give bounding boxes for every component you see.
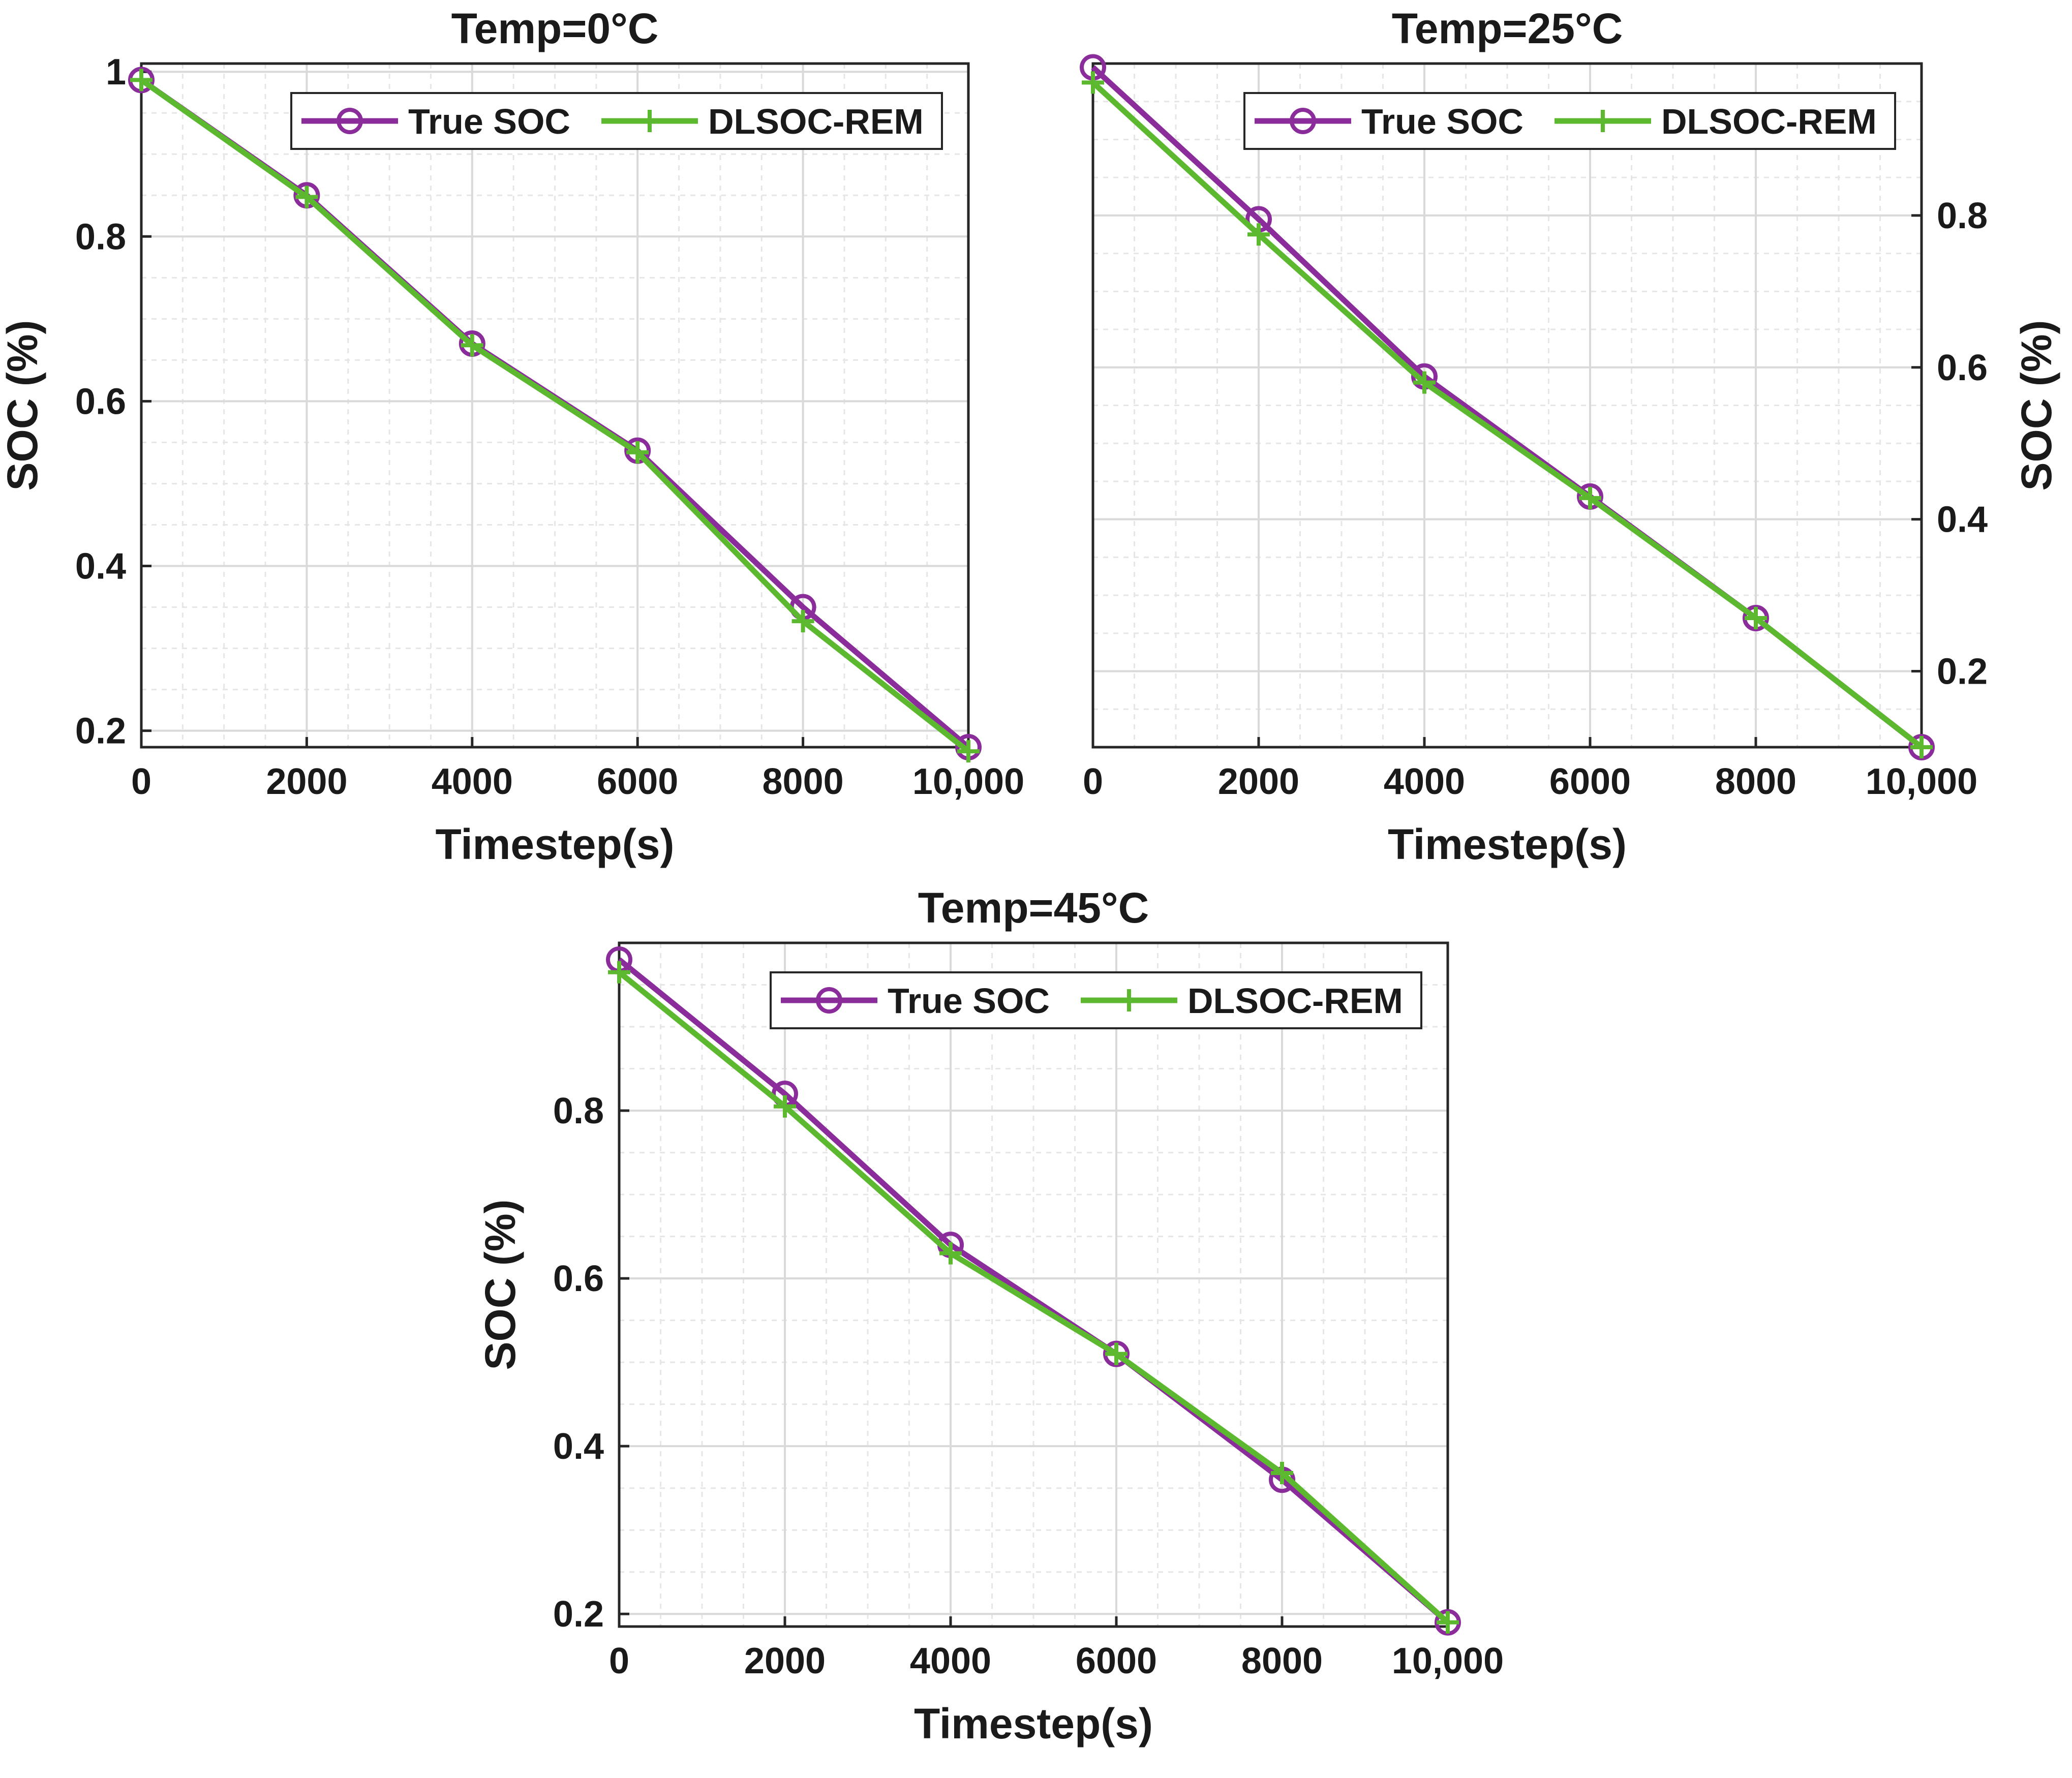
data-point-plus: [939, 1242, 962, 1265]
y-tick-label: 0.8: [75, 217, 126, 257]
data-point-plus: [1437, 1611, 1459, 1634]
x-ticks: 0 2000 4000 6000 8000 10,000: [131, 737, 1024, 802]
chart-title: Temp=0°C: [451, 5, 659, 52]
plot-frame: [1091, 62, 1923, 749]
y-tick-label: 0.4: [1937, 500, 1988, 540]
x-tick-label: 6000: [1076, 1641, 1157, 1681]
y-ticks: 0.2 0.4 0.6 0.8: [1911, 196, 1988, 692]
x-tick-label: 10,000: [1392, 1641, 1504, 1681]
y-tick-label: 0.2: [553, 1594, 604, 1635]
chart-title: Temp=25°C: [1392, 5, 1623, 52]
y-tick-label: 0.6: [1937, 348, 1988, 388]
legend-label: True SOC: [1361, 102, 1523, 141]
legend: True SOC DLSOC-REM: [770, 971, 1422, 1029]
y-tick-label: 0.2: [1937, 652, 1988, 692]
major-grid: [140, 64, 969, 747]
data-point-plus: [791, 610, 814, 633]
series-line: [139, 77, 970, 754]
y-tick-label: 0.2: [75, 711, 126, 752]
data-point-plus: [626, 441, 649, 464]
chart-panel-temp-45: 0 2000 4000 6000 8000 10,000 0.2 0.4 0.6 0.8 Temp=…: [476, 884, 1504, 1748]
y-tick-label: 0.8: [553, 1091, 604, 1131]
y-axis-label: SOC (%): [2013, 320, 2060, 491]
series-line: [617, 970, 1450, 1624]
data-point-plus: [1247, 223, 1270, 246]
y-tick-label: 0.6: [75, 381, 126, 422]
legend-marker-circle: [1290, 108, 1316, 134]
x-ticks: 0 2000 4000 6000 8000 10,000: [609, 1616, 1504, 1681]
x-tick-label: 0: [609, 1641, 629, 1681]
y-axis-label: SOC (%): [0, 320, 46, 491]
plot-frame: [618, 941, 1449, 1628]
x-tick-label: 4000: [432, 761, 513, 802]
minor-grid: [1092, 63, 1923, 748]
legend-entry-dlsoc-rem: DLSOC-REM: [1555, 102, 1877, 141]
x-tick-label: 8000: [1241, 1641, 1323, 1681]
data-point-plus: [1271, 1461, 1293, 1484]
data-point-plus: [1413, 371, 1436, 394]
x-tick-label: 10,000: [912, 761, 1024, 802]
chart-panel-temp-25: 0 2000 4000 6000 8000 10,000 0.2 0.4 0.6 0.8 Temp=…: [1080, 5, 2060, 868]
x-tick-label: 0: [131, 761, 151, 802]
legend-entry-true-soc: True SOC: [301, 102, 570, 141]
y-axis-label: SOC (%): [476, 1200, 524, 1370]
legend-label: True SOC: [408, 102, 570, 141]
data-point-plus: [774, 1095, 796, 1118]
legend-marker-circle: [337, 108, 363, 134]
data-point-plus: [1745, 606, 1767, 629]
data-point-plus: [1910, 736, 1933, 758]
x-axis-label: Timestep(s): [436, 820, 675, 868]
series-dlsoc-rem: [608, 961, 1459, 1634]
data-point-plus: [295, 186, 318, 208]
x-tick-label: 4000: [1384, 761, 1465, 802]
data-point-plus: [1579, 486, 1601, 509]
series-dlsoc-rem: [130, 69, 980, 763]
data-point-plus: [461, 334, 483, 357]
series-line: [1091, 80, 1924, 750]
y-ticks: 0.2 0.4 0.6 0.8 1: [75, 52, 151, 752]
legend-label: DLSOC-REM: [1661, 102, 1877, 141]
series-dlsoc-rem: [1082, 71, 1933, 758]
y-ticks: 0.2 0.4 0.6 0.8: [553, 1091, 629, 1635]
x-axis-label: Timestep(s): [1388, 820, 1627, 868]
legend-marker-circle: [816, 987, 842, 1014]
legend-label: True SOC: [888, 981, 1050, 1021]
x-tick-label: 8000: [1715, 761, 1796, 802]
y-tick-label: 1: [106, 52, 126, 93]
data-point-plus: [1082, 71, 1104, 94]
x-tick-label: 2000: [266, 761, 347, 802]
chart-panel-temp-0: 0 2000 4000 6000 8000 10,000 0.2 0.4 0.6 0.8 1 Temp…: [0, 5, 1024, 868]
data-point-plus: [608, 961, 630, 984]
y-tick-label: 0.4: [75, 546, 126, 587]
x-tick-label: 6000: [597, 761, 678, 802]
data-point-plus: [1105, 1342, 1128, 1365]
x-tick-label: 2000: [744, 1641, 826, 1681]
chart-title: Temp=45°C: [918, 884, 1149, 932]
minor-grid: [618, 942, 1449, 1627]
data-point-plus: [130, 69, 153, 91]
legend-entry-true-soc: True SOC: [781, 981, 1050, 1021]
legend-label: DLSOC-REM: [708, 102, 924, 141]
x-tick-label: 10,000: [1866, 761, 1977, 802]
y-tick-label: 0.6: [553, 1259, 604, 1299]
x-axis-label: Timestep(s): [914, 1700, 1153, 1748]
legend-entry-true-soc: True SOC: [1255, 102, 1523, 141]
x-tick-label: 6000: [1549, 761, 1631, 802]
legend: True SOC DLSOC-REM: [290, 92, 943, 150]
x-tick-label: 2000: [1218, 761, 1299, 802]
y-tick-label: 0.4: [553, 1426, 604, 1467]
legend-entry-dlsoc-rem: DLSOC-REM: [601, 102, 924, 141]
series-line: [617, 957, 1450, 1624]
data-point-plus: [957, 740, 980, 763]
x-tick-label: 4000: [910, 1641, 991, 1681]
x-tick-label: 0: [1083, 761, 1103, 802]
legend: True SOC DLSOC-REM: [1243, 92, 1896, 150]
legend-entry-dlsoc-rem: DLSOC-REM: [1081, 981, 1403, 1021]
plot-frame: [140, 62, 970, 749]
y-tick-label: 0.8: [1937, 196, 1988, 236]
legend-label: DLSOC-REM: [1187, 981, 1403, 1021]
x-tick-label: 8000: [763, 761, 844, 802]
